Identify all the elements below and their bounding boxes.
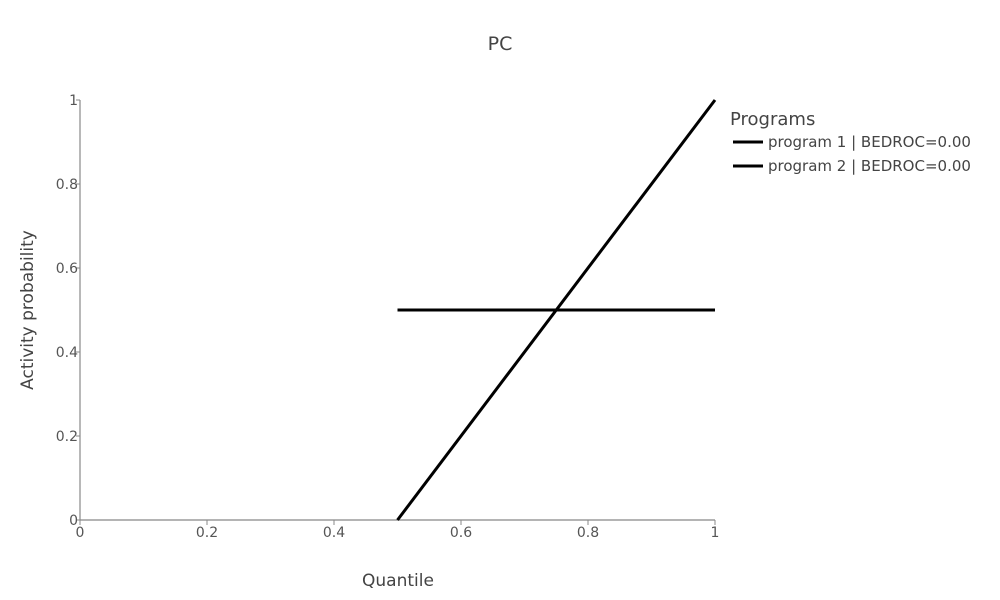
y-tick-label: 0.8: [56, 177, 78, 193]
x-tick-label: 0.8: [577, 525, 599, 541]
x-tick-label: 0.4: [323, 525, 345, 541]
y-tick-label: 0.4: [56, 345, 78, 361]
y-axis-label: Activity probability: [18, 230, 38, 390]
x-tick-label: 0.6: [450, 525, 472, 541]
legend-title: Programs: [730, 109, 815, 130]
y-ticks: 0 0.2 0.4 0.6 0.8 1: [56, 93, 80, 529]
series-group: [396, 99, 717, 521]
y-tick-label: 0.2: [56, 429, 78, 445]
legend: Programs program 1 | BEDROC=0.00program …: [730, 109, 971, 175]
legend-label-2: program 2 | BEDROC=0.00: [768, 157, 971, 175]
chart-title: PC: [488, 33, 513, 55]
legend-label-1: program 1 | BEDROC=0.00: [768, 133, 971, 151]
x-tick-label: 0.2: [196, 525, 218, 541]
legend-items: program 1 | BEDROC=0.00 program 2 | BEDRO…: [733, 133, 971, 175]
x-tick-label: 1: [711, 525, 720, 541]
y-tick-label: 1: [69, 93, 78, 109]
y-tick-label: 0: [69, 513, 78, 529]
x-ticks: 0 0.2 0.4 0.6 0.8 1: [76, 520, 720, 541]
x-tick-label: 0: [76, 525, 85, 541]
x-axis-label: Quantile: [362, 571, 434, 591]
plot-area: 0 0.2 0.4 0.6 0.8 1 0 0.2 0.4 0.6 0.8 1: [56, 93, 720, 541]
y-tick-label: 0.6: [56, 261, 78, 277]
